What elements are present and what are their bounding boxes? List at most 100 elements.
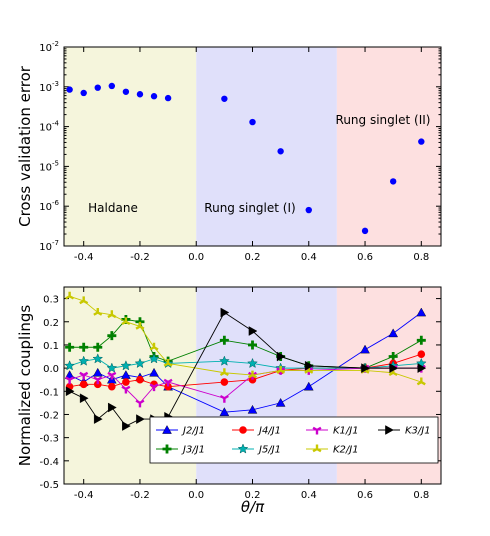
series-point-K2-J1 (79, 296, 89, 305)
series-point-K2-J1 (219, 368, 229, 377)
series-point-K1-J1 (219, 394, 229, 403)
phase-label: Rung singlet (II) (336, 113, 431, 127)
x-tick-label: 0.0 (188, 490, 204, 501)
series-point-J2-J1 (149, 367, 159, 377)
region-2 (336, 47, 441, 246)
y-tick-exponent: -3 (52, 80, 59, 88)
series-point-J4-J1 (220, 378, 229, 386)
data-point (418, 138, 425, 145)
region-0 (64, 47, 197, 246)
series-point-K1-J1 (107, 371, 117, 380)
x-tick-label: 0.0 (188, 252, 204, 263)
data-point (150, 93, 158, 100)
data-point (66, 86, 73, 93)
legend-swatch-marker (385, 425, 394, 435)
series-point-J3-J1 (219, 335, 229, 345)
legend-box (149, 416, 439, 464)
series-point-K1-J1 (149, 383, 159, 392)
series-point-J5-J1 (64, 360, 76, 371)
y-tick-label: -0.3 (39, 434, 59, 445)
series-point-J2-J1 (219, 407, 230, 416)
phase-label: Rung singlet (I) (204, 201, 295, 215)
legend-label: J2/J1 (181, 426, 205, 437)
x-tick-label: 0.6 (357, 490, 373, 501)
series-point-K2-J1 (163, 358, 173, 367)
y-tick-label: 0.3 (43, 295, 59, 306)
x-tick-label: -0.2 (130, 252, 150, 263)
legend-label: K1/J1 (333, 426, 359, 437)
y-tick-exponent: -6 (52, 199, 60, 207)
series-point-J5-J1 (78, 355, 90, 366)
y-tick-label: 10-2 (39, 40, 59, 54)
y-tick-label: 10-4 (39, 120, 59, 134)
y-tick-label: 10-6 (39, 199, 59, 213)
top-panel: -0.4 -0.2 0.0 0.2 0.4 0.6 0.8 10-7 10-6 10-5 10-4 1… (16, 40, 442, 263)
series-point-J5-J1 (106, 362, 118, 373)
series-point-K1-J1 (121, 385, 131, 394)
y-tick-label: 10-5 (39, 159, 59, 173)
series-point-J5-J1 (218, 355, 230, 366)
data-point (305, 206, 312, 214)
legend-label: J4/J1 (257, 426, 281, 437)
series-point-J2-J1 (247, 404, 258, 414)
series-point-K1-J1 (135, 399, 145, 408)
series-point-J4-J1 (417, 350, 426, 359)
data-point (122, 88, 130, 95)
series-point-J4-J1 (122, 378, 130, 386)
data-point (277, 148, 284, 155)
data-point (94, 84, 101, 91)
series-point-K3-J1 (304, 360, 314, 371)
x-tick-label: 0.8 (413, 252, 429, 263)
legend-label: J3/J1 (181, 445, 205, 456)
x-tick-label: 0.6 (357, 252, 373, 263)
series-point-J3-J1 (416, 335, 426, 345)
y-tick-label: 0.0 (43, 364, 59, 375)
legend-swatch-marker (312, 426, 322, 435)
series-point-J5-J1 (247, 357, 258, 369)
series-point-J5-J1 (134, 357, 146, 369)
series-point-K2-J1 (247, 370, 258, 379)
legend: J2/J1 J3/J1 J4/J1 J5/J1 K1/J1 K2/J1 K3/J1 (149, 416, 439, 464)
series-point-K3-J1 (248, 326, 258, 336)
series-point-K3-J1 (93, 414, 103, 424)
series-point-K2-J1 (107, 310, 117, 319)
y-tick-label: -0.1 (39, 387, 59, 398)
x-axis-title: θ/π (241, 498, 265, 516)
series-point-J4-J1 (79, 380, 88, 389)
y-tick-exponent: -2 (52, 40, 59, 48)
legend-swatch-marker (162, 425, 172, 434)
y-tick-exponent: -5 (52, 159, 59, 167)
series-point-J3-J1 (248, 340, 257, 350)
series-point-K2-J1 (135, 321, 145, 330)
series-point-K3-J1 (65, 386, 75, 397)
series-point-J2-J1 (303, 381, 314, 391)
legend-label: K2/J1 (333, 445, 359, 456)
series-point-K1-J1 (163, 378, 173, 387)
series-point-K3-J1 (361, 363, 370, 373)
series-point-K3-J1 (122, 421, 131, 431)
y-tick-label: 10-7 (39, 239, 59, 253)
series-point-J2-J1 (388, 328, 399, 338)
series-point-J2-J1 (416, 307, 427, 317)
series-point-J3-J1 (388, 352, 398, 362)
plot-frame (63, 286, 442, 485)
series-point-J5-J1 (92, 353, 104, 364)
series-point-K1-J1 (65, 376, 75, 385)
y-axis-title: Cross validation error (16, 65, 34, 227)
y-tick-label: -0.5 (39, 480, 59, 491)
series-point-K1-J1 (79, 371, 89, 380)
y-tick-label: 0.2 (43, 318, 59, 329)
data-point (361, 227, 369, 235)
x-tick-label: -0.4 (74, 252, 94, 263)
series-point-K2-J1 (416, 377, 426, 386)
series-point-K3-J1 (276, 351, 286, 362)
series-point-J2-J1 (92, 367, 103, 377)
series-point-J3-J1 (93, 342, 103, 352)
x-tick-label: 0.8 (413, 490, 429, 501)
series-point-K2-J1 (93, 307, 103, 316)
series-point-K3-J1 (79, 393, 89, 404)
series-point-K2-J1 (121, 317, 131, 326)
series-point-J5-J1 (148, 353, 160, 364)
x-tick-label: -0.2 (130, 490, 150, 501)
